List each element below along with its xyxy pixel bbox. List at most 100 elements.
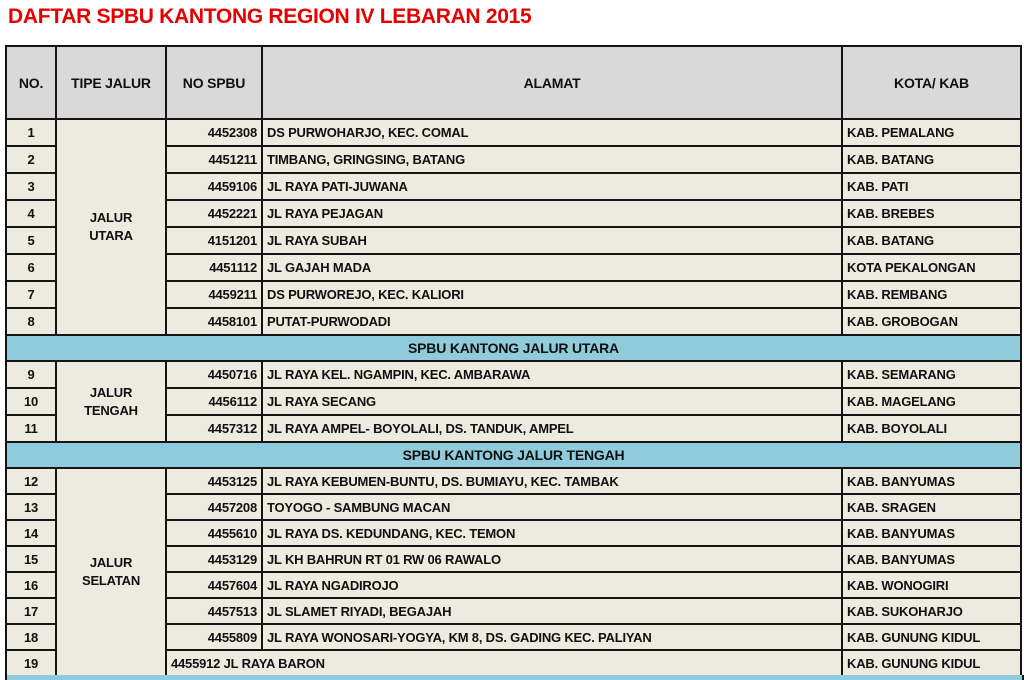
cell-no: 12 <box>5 467 57 495</box>
header-no: NO. <box>5 45 57 120</box>
cell-alamat: DS PURWOREJO, KEC. KALIORI <box>261 280 843 309</box>
cell-no: 4 <box>5 199 57 228</box>
cell-kota: KAB. GUNUNG KIDUL <box>841 649 1022 677</box>
cell-no: 15 <box>5 545 57 573</box>
cell-no-spbu: 4453129 <box>165 545 263 573</box>
data-table: NO. TIPE JALUR NO SPBU ALAMAT KOTA/ KAB … <box>5 45 1022 677</box>
cell-kota: KAB. REMBANG <box>841 280 1022 309</box>
cell-alamat: PUTAT-PURWODADI <box>261 307 843 336</box>
cell-kota: KAB. GROBOGAN <box>841 307 1022 336</box>
table-row: 6 4451112 JL GAJAH MADA KOTA PEKALONGAN <box>5 253 1022 282</box>
table-row: 5 4151201 JL RAYA SUBAH KAB. BATANG <box>5 226 1022 255</box>
header-tipe-jalur: TIPE JALUR <box>55 45 167 120</box>
cell-no-spbu: 4456112 <box>165 387 263 416</box>
table-row: 15 4453129 JL KH BAHRUN RT 01 RW 06 RAWA… <box>5 545 1022 573</box>
cell-kota: KAB. BOYOLALI <box>841 414 1022 443</box>
tipe-line1: JALUR <box>89 210 133 226</box>
cell-no: 3 <box>5 172 57 201</box>
cell-alamat: JL RAYA SECANG <box>261 387 843 416</box>
cell-spbu-alamat-merged: 4455912 JL RAYA BARON <box>165 649 843 677</box>
cell-alamat: JL SLAMET RIYADI, BEGAJAH <box>261 597 843 625</box>
cell-kota: KAB. SUKOHARJO <box>841 597 1022 625</box>
separator-row-utara: SPBU KANTONG JALUR UTARA <box>5 334 1022 362</box>
table-row: 17 4457513 JL SLAMET RIYADI, BEGAJAH KAB… <box>5 597 1022 625</box>
cell-alamat: JL RAYA SUBAH <box>261 226 843 255</box>
cell-alamat: JL RAYA PEJAGAN <box>261 199 843 228</box>
cell-no-spbu: 4457208 <box>165 493 263 521</box>
table-row: 3 4459106 JL RAYA PATI-JUWANA KAB. PATI <box>5 172 1022 201</box>
table-row: 8 4458101 PUTAT-PURWODADI KAB. GROBOGAN <box>5 307 1022 336</box>
cell-no-spbu: 4452308 <box>165 118 263 147</box>
cell-no: 11 <box>5 414 57 443</box>
cell-alamat: JL RAYA NGADIROJO <box>261 571 843 599</box>
header-row: NO. TIPE JALUR NO SPBU ALAMAT KOTA/ KAB <box>5 45 1022 120</box>
tipe-line2: TENGAH <box>84 402 138 418</box>
table-row: 14 4455610 JL RAYA DS. KEDUNDANG, KEC. T… <box>5 519 1022 547</box>
cell-no: 17 <box>5 597 57 625</box>
table-row: 4 4452221 JL RAYA PEJAGAN KAB. BREBES <box>5 199 1022 228</box>
cell-no-spbu: 4457604 <box>165 571 263 599</box>
cell-no-spbu: 4455809 <box>165 623 263 651</box>
table-row: 9 JALUR TENGAH 4450716 JL RAYA KEL. NGAM… <box>5 360 1022 443</box>
cell-tipe-jalur-selatan: JALUR SELATAN <box>55 467 167 677</box>
cell-tipe-jalur-utara: JALUR UTARA <box>55 118 167 336</box>
cell-no-spbu: 4457513 <box>165 597 263 625</box>
cell-kota: KAB. SEMARANG <box>841 360 1022 389</box>
separator-row-tengah: SPBU KANTONG JALUR TENGAH <box>5 441 1022 469</box>
header-kota-kab: KOTA/ KAB <box>841 45 1022 120</box>
tipe-line2: UTARA <box>89 228 133 243</box>
table-row: 16 4457604 JL RAYA NGADIROJO KAB. WONOGI… <box>5 571 1022 599</box>
cell-no-spbu: 4459106 <box>165 172 263 201</box>
separator-label: SPBU KANTONG JALUR TENGAH <box>5 441 1022 469</box>
table-row: 7 4459211 DS PURWOREJO, KEC. KALIORI KAB… <box>5 280 1022 309</box>
tipe-line1: JALUR <box>89 555 133 571</box>
cell-alamat: DS PURWOHARJO, KEC. COMAL <box>261 118 843 147</box>
cell-no-spbu: 4459211 <box>165 280 263 309</box>
tipe-line1: JALUR <box>89 384 133 400</box>
cell-kota: KAB. PEMALANG <box>841 118 1022 147</box>
cell-kota: KAB. MAGELANG <box>841 387 1022 416</box>
cell-no-spbu: 4458101 <box>165 307 263 336</box>
table-row: 10 4456112 JL RAYA SECANG KAB. MAGELANG <box>5 387 1022 416</box>
cell-alamat: JL RAYA PATI-JUWANA <box>261 172 843 201</box>
table-row: 19 4455912 JL RAYA BARON KAB. GUNUNG KID… <box>5 649 1022 677</box>
cell-alamat: JL GAJAH MADA <box>261 253 843 282</box>
cell-no: 9 <box>5 360 57 389</box>
cell-no-spbu: 4453125 <box>165 467 263 495</box>
cell-no: 1 <box>5 118 57 147</box>
cell-no-spbu: 4450716 <box>165 360 263 389</box>
tipe-line2: SELATAN <box>81 573 141 588</box>
cell-no: 6 <box>5 253 57 282</box>
page-title: DAFTAR SPBU KANTONG REGION IV LEBARAN 20… <box>8 5 532 28</box>
cell-alamat: JL RAYA AMPEL- BOYOLALI, DS. TANDUK, AMP… <box>261 414 843 443</box>
table-row: 12 JALUR SELATAN 4453125 JL RAYA KEBUMEN… <box>5 467 1022 677</box>
cell-kota: KAB. WONOGIRI <box>841 571 1022 599</box>
cell-kota: KAB. SRAGEN <box>841 493 1022 521</box>
cell-alamat: JL RAYA KEL. NGAMPIN, KEC. AMBARAWA <box>261 360 843 389</box>
cell-no: 8 <box>5 307 57 336</box>
cell-alamat: JL RAYA DS. KEDUNDANG, KEC. TEMON <box>261 519 843 547</box>
cell-alamat: JL RAYA WONOSARI-YOGYA, KM 8, DS. GADING… <box>261 623 843 651</box>
cell-no: 10 <box>5 387 57 416</box>
cell-no-spbu: 4451112 <box>165 253 263 282</box>
cell-no: 16 <box>5 571 57 599</box>
cell-kota: KAB. BATANG <box>841 226 1022 255</box>
cell-no: 14 <box>5 519 57 547</box>
cell-no: 18 <box>5 623 57 651</box>
cell-kota: KOTA PEKALONGAN <box>841 253 1022 282</box>
cell-alamat: JL RAYA KEBUMEN-BUNTU, DS. BUMIAYU, KEC.… <box>261 467 843 495</box>
separator-label: SPBU KANTONG JALUR UTARA <box>5 334 1022 362</box>
cell-alamat: JL KH BAHRUN RT 01 RW 06 RAWALO <box>261 545 843 573</box>
cell-alamat: TIMBANG, GRINGSING, BATANG <box>261 145 843 174</box>
cell-no: 19 <box>5 649 57 677</box>
cell-kota: KAB. BANYUMAS <box>841 545 1022 573</box>
cell-kota: KAB. BATANG <box>841 145 1022 174</box>
cell-kota: KAB. BREBES <box>841 199 1022 228</box>
header-alamat: ALAMAT <box>261 45 843 120</box>
cell-no-spbu: 4455610 <box>165 519 263 547</box>
cell-no-spbu: 4452221 <box>165 199 263 228</box>
table-row: 18 4455809 JL RAYA WONOSARI-YOGYA, KM 8,… <box>5 623 1022 651</box>
table-row: 1 JALUR UTARA 4452308 DS PURWOHARJO, KEC… <box>5 118 1022 336</box>
separator-row-selatan-cutoff <box>5 675 1024 680</box>
